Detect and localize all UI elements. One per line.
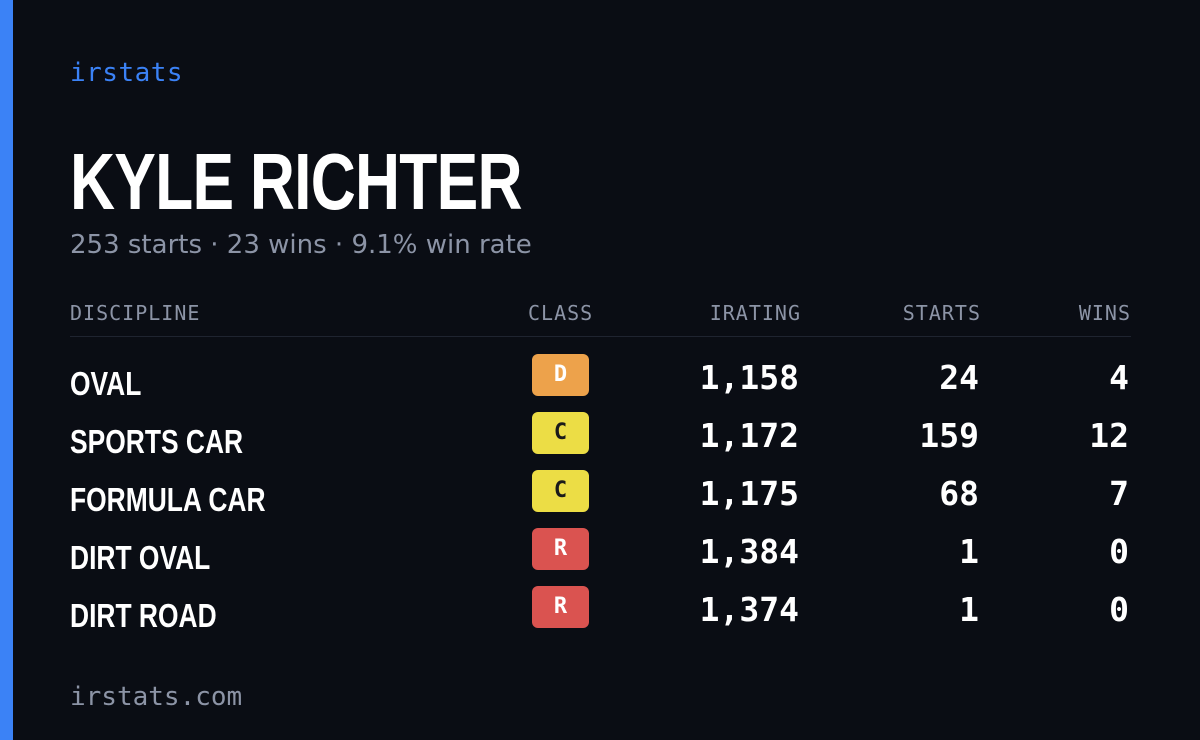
starts-value: 1	[959, 590, 979, 629]
class-badge: R	[532, 586, 589, 628]
wins-value: 12	[1089, 416, 1129, 455]
starts-value: 68	[939, 474, 979, 513]
discipline-table: OVAL D 1,158 24 4 SPORTS CAR C 1,172 159…	[70, 348, 1131, 638]
wins-value: 0	[1109, 532, 1129, 571]
discipline-name: DIRT OVAL	[70, 539, 211, 576]
header-wins: WINS	[1078, 301, 1131, 325]
table-header: DISCIPLINE CLASS IRATING STARTS WINS	[70, 298, 1131, 337]
discipline-name: FORMULA CAR	[70, 481, 266, 518]
header-class: CLASS	[528, 301, 594, 325]
table-row: DIRT ROAD R 1,374 1 0	[70, 580, 1131, 638]
discipline-name: SPORTS CAR	[70, 423, 244, 460]
irating-value: 1,175	[699, 474, 799, 513]
irating-value: 1,172	[699, 416, 799, 455]
wins-value: 4	[1109, 358, 1129, 397]
discipline-name: OVAL	[70, 365, 142, 402]
header-starts: STARTS	[902, 301, 981, 325]
irating-value: 1,374	[699, 590, 799, 629]
class-badge: R	[532, 528, 589, 570]
table-row: FORMULA CAR C 1,175 68 7	[70, 464, 1131, 522]
header-irating: IRATING	[709, 301, 801, 325]
starts-value: 24	[939, 358, 979, 397]
accent-bar	[0, 0, 13, 740]
table-row: SPORTS CAR C 1,172 159 12	[70, 406, 1131, 464]
wins-value: 7	[1109, 474, 1129, 513]
irating-value: 1,384	[699, 532, 799, 571]
driver-name: KYLE RICHTER	[70, 137, 523, 226]
table-row: OVAL D 1,158 24 4	[70, 348, 1131, 406]
brand-logo: irstats	[70, 58, 184, 88]
class-badge: D	[532, 354, 589, 396]
discipline-name: DIRT ROAD	[70, 597, 217, 634]
starts-value: 159	[919, 416, 979, 455]
driver-summary: 253 starts · 23 wins · 9.1% win rate	[70, 230, 532, 260]
wins-value: 0	[1109, 590, 1129, 629]
class-badge: C	[532, 470, 589, 512]
irating-value: 1,158	[699, 358, 799, 397]
class-badge: C	[532, 412, 589, 454]
header-discipline: DISCIPLINE	[70, 301, 201, 325]
table-row: DIRT OVAL R 1,384 1 0	[70, 522, 1131, 580]
starts-value: 1	[959, 532, 979, 571]
footer-url[interactable]: irstats.com	[70, 682, 243, 712]
